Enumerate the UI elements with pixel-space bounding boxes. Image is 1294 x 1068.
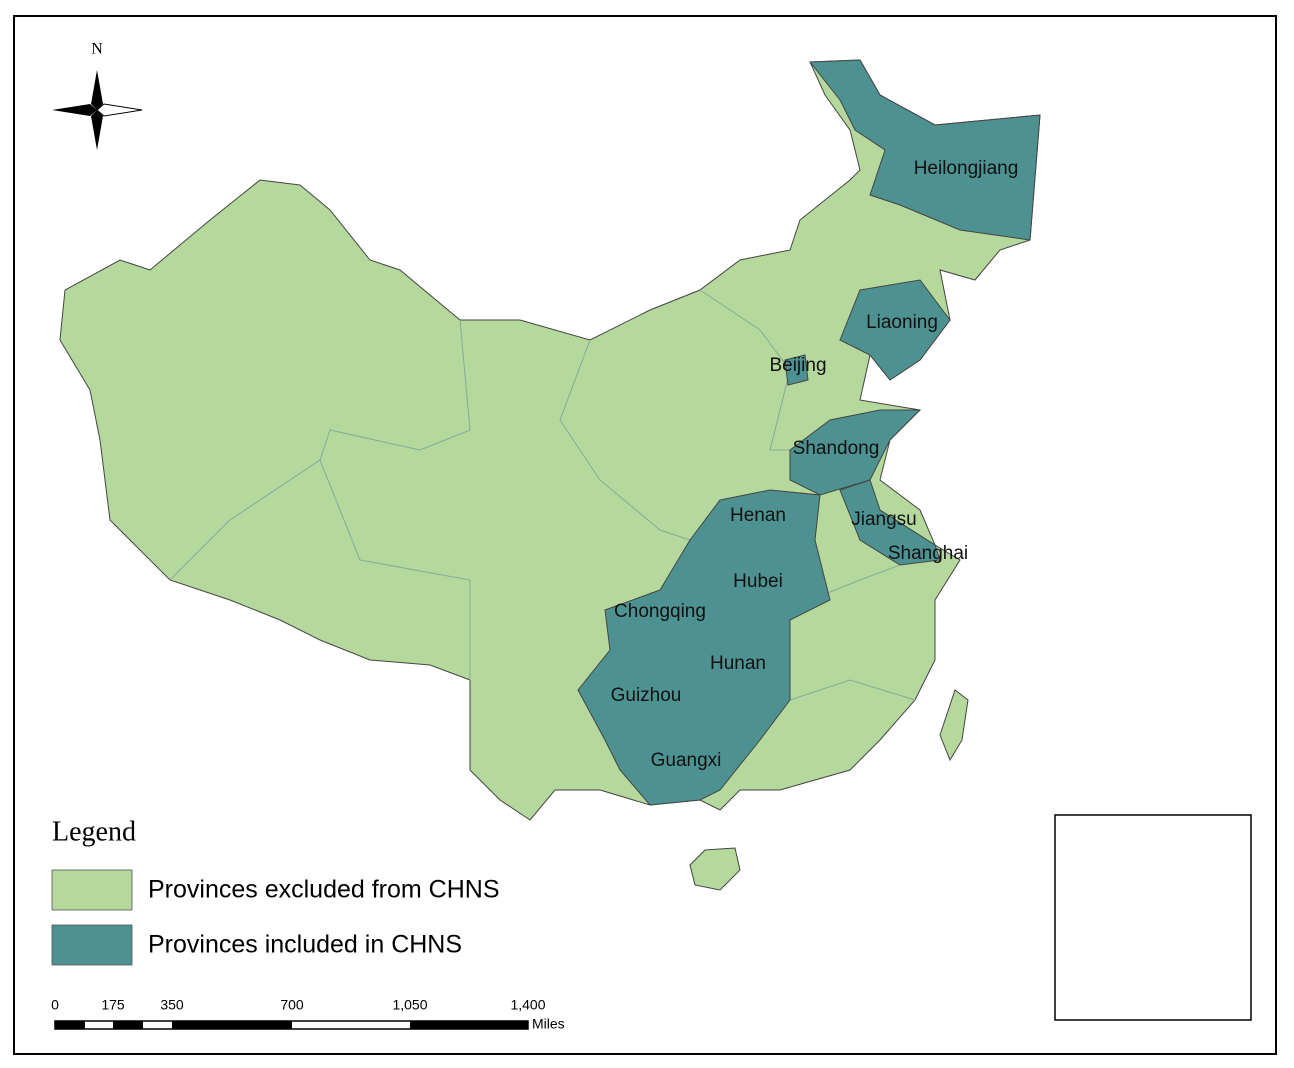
legend: Legend Provinces excluded from CHNS Provi… xyxy=(51,816,500,966)
province-included xyxy=(808,59,1041,241)
scale-tick-label: 175 xyxy=(101,997,125,1013)
province-label: Shanghai xyxy=(888,543,968,564)
province-label: Hubei xyxy=(733,571,783,592)
scale-segment xyxy=(410,1021,528,1029)
province-boundary xyxy=(319,319,471,680)
legend-label: Provinces included in CHNS xyxy=(148,931,462,959)
province-label: Jiangsu xyxy=(851,509,917,530)
inset-frame xyxy=(1054,814,1252,1021)
province-label: Guizhou xyxy=(611,685,682,706)
land: Heilongjiang Liaoning Beijing Shandong Henan… xyxy=(59,59,1200,891)
scale-tick-label: 1,050 xyxy=(392,997,427,1013)
province-label: Henan xyxy=(730,505,786,526)
north-label: N xyxy=(91,41,103,58)
province-label: Guangxi xyxy=(651,750,722,771)
province-label: Liaoning xyxy=(866,312,938,333)
compass: N xyxy=(52,41,143,150)
scale-bar: 0 175 350 700 1,050 1,400 Miles xyxy=(51,997,565,1032)
legend-swatch xyxy=(51,869,133,911)
province-included xyxy=(789,409,922,496)
legend-swatch xyxy=(51,924,133,966)
legend-title: Legend xyxy=(52,816,136,847)
province-label: Heilongjiang xyxy=(914,158,1019,179)
scale-segment xyxy=(172,1021,292,1029)
scale-segment xyxy=(55,1021,85,1029)
province-included xyxy=(784,354,809,386)
legend-label: Provinces excluded from CHNS xyxy=(148,876,500,904)
scale-tick-label: 700 xyxy=(280,997,304,1013)
province-included xyxy=(839,279,951,381)
province-boundary xyxy=(169,459,321,581)
province-boundary xyxy=(789,679,916,701)
province-boundary xyxy=(559,339,691,541)
scale-tick-label: 1,400 xyxy=(510,997,545,1013)
hainan xyxy=(689,847,741,891)
scale-segment xyxy=(113,1021,143,1029)
province-included xyxy=(839,479,941,566)
province-included xyxy=(577,489,831,806)
province-label: Chongqing xyxy=(614,601,706,622)
scale-tick-label: 0 xyxy=(51,997,59,1013)
taiwan xyxy=(939,689,969,762)
province-label: Hunan xyxy=(710,653,766,674)
scale-tick-label: 350 xyxy=(160,997,184,1013)
province-label: Shandong xyxy=(793,438,880,459)
province-label: Beijing xyxy=(769,355,826,376)
scale-unit: Miles xyxy=(532,1016,565,1032)
